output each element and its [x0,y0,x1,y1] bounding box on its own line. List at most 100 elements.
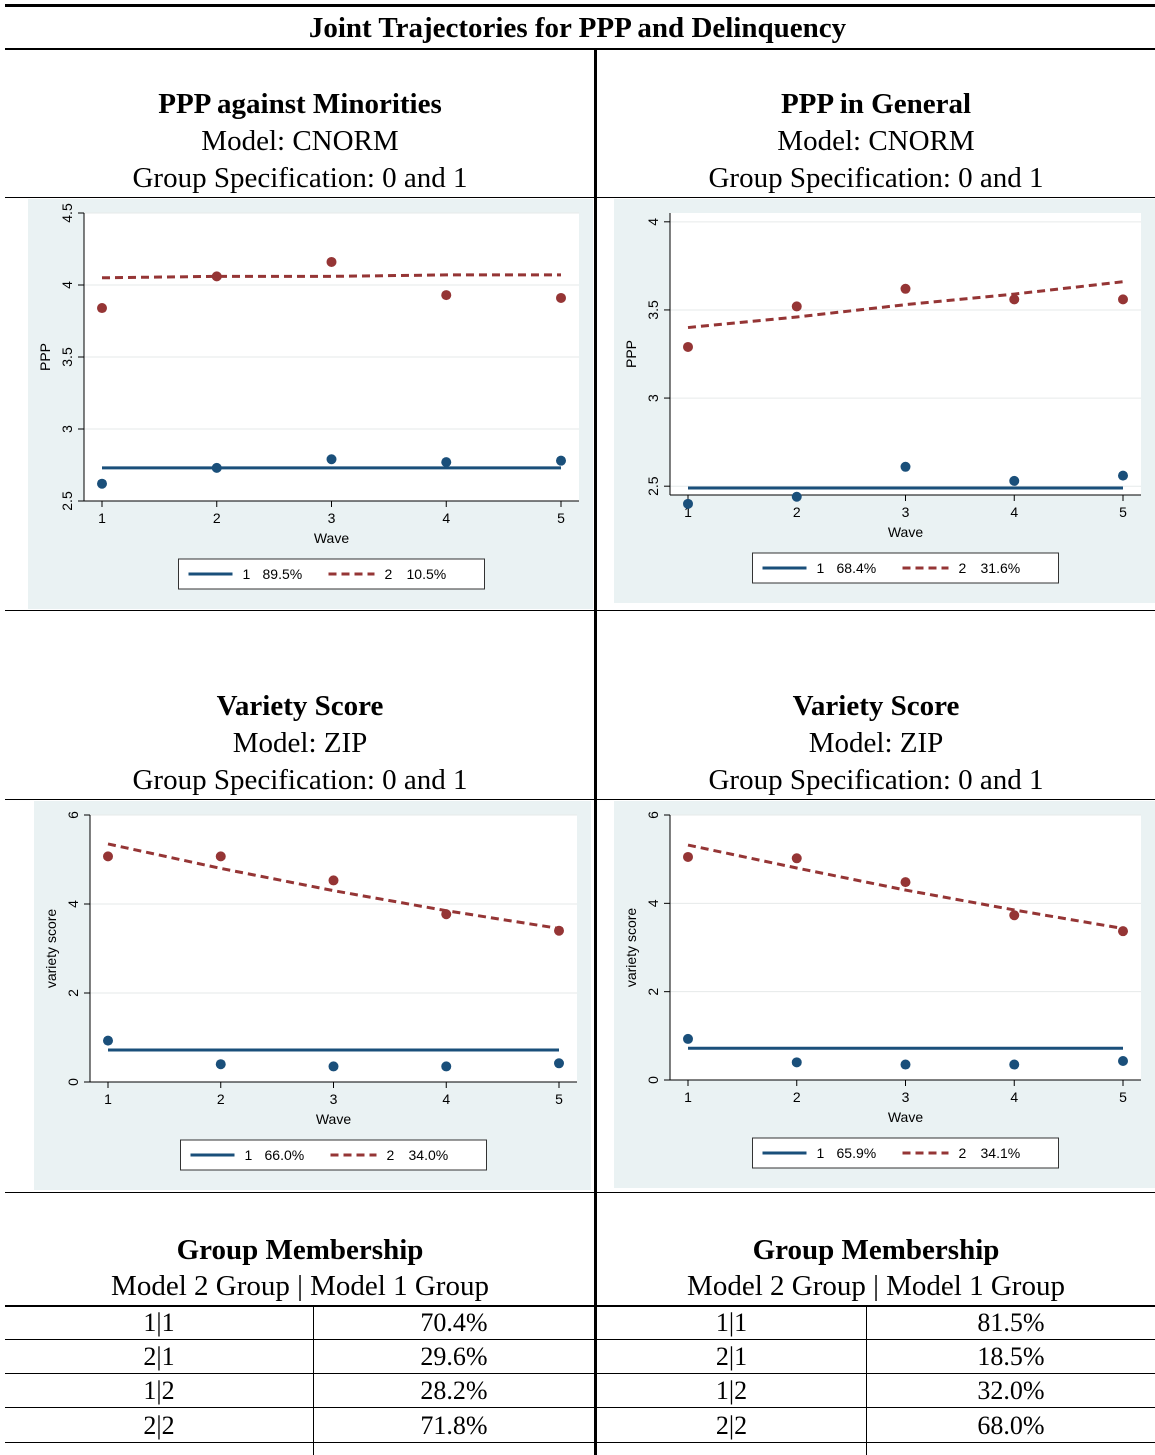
series-1-point [554,1058,564,1069]
series-2-point [441,909,452,920]
legend-label-1: 1 [245,1147,253,1163]
x-tick-label: 5 [555,1091,563,1107]
legend-label-2: 2 [385,566,393,582]
series-1-point [441,1061,452,1072]
x-tick-label: 3 [902,504,910,520]
table-row: 2|1 18.5% [715,1342,1045,1371]
y-tick-label: 2 [645,988,661,996]
series-1-point [1009,1059,1020,1070]
x-tick-label: 4 [1010,504,1018,520]
table-row: 2|2 68.0% [715,1411,1045,1440]
chart-svg: 0 2 4 6 1 2 3 4 5 Wave variety score 1 65.9% 2 34.1% [623,811,1141,1169]
table-row: 2|2 71.8% [143,1411,488,1440]
center-divider [594,49,597,1455]
y-tick-label: 3 [59,425,75,433]
x-tick-label: 5 [557,510,565,526]
x-tick-label: 2 [217,1091,225,1107]
series-1-point [683,1033,693,1044]
legend-label-2: 2 [959,1145,967,1161]
x-tick-label: 4 [1010,1089,1018,1105]
series-1-point [328,1061,339,1072]
series-1-point [215,1059,226,1070]
y-axis-label: PPP [623,340,639,368]
table-row: 1|2 32.0% [715,1376,1045,1405]
legend-share-1: 65.9% [837,1145,877,1161]
y-tick-label: 3.5 [645,300,661,320]
chart-svg: 2.5 3 3.5 4 1 2 3 4 5 Wave PPP 1 68.4% 2 31.6% [623,213,1141,584]
table-row: 1|2 28.2% [143,1376,488,1405]
series-2-point [1118,294,1128,305]
legend-label-2: 2 [959,560,967,576]
y-tick-label: 2.5 [59,491,75,511]
series-2-point [683,851,693,862]
x-tick-label: 3 [330,1091,338,1107]
series-2-point [215,851,226,862]
row2-rule [5,799,1155,800]
y-tick-label: 0 [65,1078,81,1086]
x-tick-label: 3 [328,510,336,526]
series-2-point [1118,926,1128,937]
y-tick-label: 6 [65,811,81,819]
table-row: 2|1 29.6% [143,1342,488,1371]
legend-share-1: 68.4% [837,560,877,576]
x-tick-label: 1 [98,510,106,526]
series-2-point [1009,294,1020,305]
series-2-point [1009,910,1020,921]
series-2-point [900,283,911,294]
legend-share-2: 10.5% [407,566,447,582]
y-tick-label: 4 [65,900,81,908]
series-2-point [556,292,566,303]
y-axis-label: variety score [623,908,639,988]
panel-heading-2: PPP in General Model: CNORM Group Specif… [708,88,1044,194]
series-2-point [103,851,113,862]
series-1-point [211,462,222,473]
y-tick-label: 3.5 [59,347,75,367]
series-1-point [791,1057,802,1068]
series-2-fit-line [101,273,561,280]
series-2-fit-line [687,843,1124,930]
legend-share-2: 34.0% [409,1147,449,1163]
x-tick-label: 4 [442,510,450,526]
series-2-point [97,303,107,314]
x-tick-label: 3 [902,1089,910,1105]
panel-heading-1: PPP against Minorities Model: CNORM Grou… [132,88,468,194]
y-tick-label: 4 [645,218,661,226]
x-tick-label: 5 [1119,1089,1127,1105]
series-1-point [441,457,452,468]
membership-heading-right: Group Membership Model 2 Group | Model 1… [687,1234,1065,1302]
chart-svg: 0 2 4 6 1 2 3 4 5 Wave variety score 1 66.0% 2 34.0% [43,811,577,1171]
series-1-point [1118,1056,1128,1067]
series-2-point [791,301,802,312]
series-2-fit-line [687,280,1124,330]
membership-table-left: 1|1 70.4% 2|1 29.6% 1|2 28.2% 2|2 71.8% [5,1305,594,1455]
chart-variety-right: 0 2 4 6 1 2 3 4 5 Wave variety score 1 65.9% 2 34.1% [614,801,1155,1188]
series-1-point [1118,470,1128,481]
table-row: 1|1 81.5% [715,1308,1045,1337]
series-1-point [900,461,911,472]
panel-heading-4: Variety Score Model: ZIP Group Specifica… [708,690,1044,796]
chart-ppp-minorities: 2.5 3 3.5 4 4.5 1 2 3 4 5 Wave PPP 1 89.5% 2 10.5% [28,199,593,609]
x-tick-label: 1 [684,504,692,520]
series-2-point [900,877,911,888]
y-tick-label: 4.5 [59,203,75,223]
series-2-point [211,271,222,282]
plot-area [670,213,1141,495]
chart-ppp-general: 2.5 3 3.5 4 1 2 3 4 5 Wave PPP 1 68.4% 2 31.6% [614,199,1155,603]
y-axis-label: PPP [37,343,53,371]
legend-share-1: 66.0% [265,1147,305,1163]
series-1-point [103,1035,113,1046]
row2-bottom-rule [5,1192,1155,1193]
y-tick-label: 2 [65,989,81,997]
x-axis-label: Wave [314,530,349,546]
x-tick-label: 4 [442,1091,450,1107]
x-tick-label: 2 [793,1089,801,1105]
row1-bottom-rule [5,610,1155,611]
plot-area [90,815,577,1082]
series-2-fit-line [107,842,560,930]
x-axis-label: Wave [888,1109,923,1125]
legend-label-1: 1 [243,566,251,582]
x-axis-label: Wave [888,524,923,540]
y-tick-label: 4 [645,899,661,907]
series-1-point [1009,475,1020,486]
legend-label-2: 2 [387,1147,395,1163]
